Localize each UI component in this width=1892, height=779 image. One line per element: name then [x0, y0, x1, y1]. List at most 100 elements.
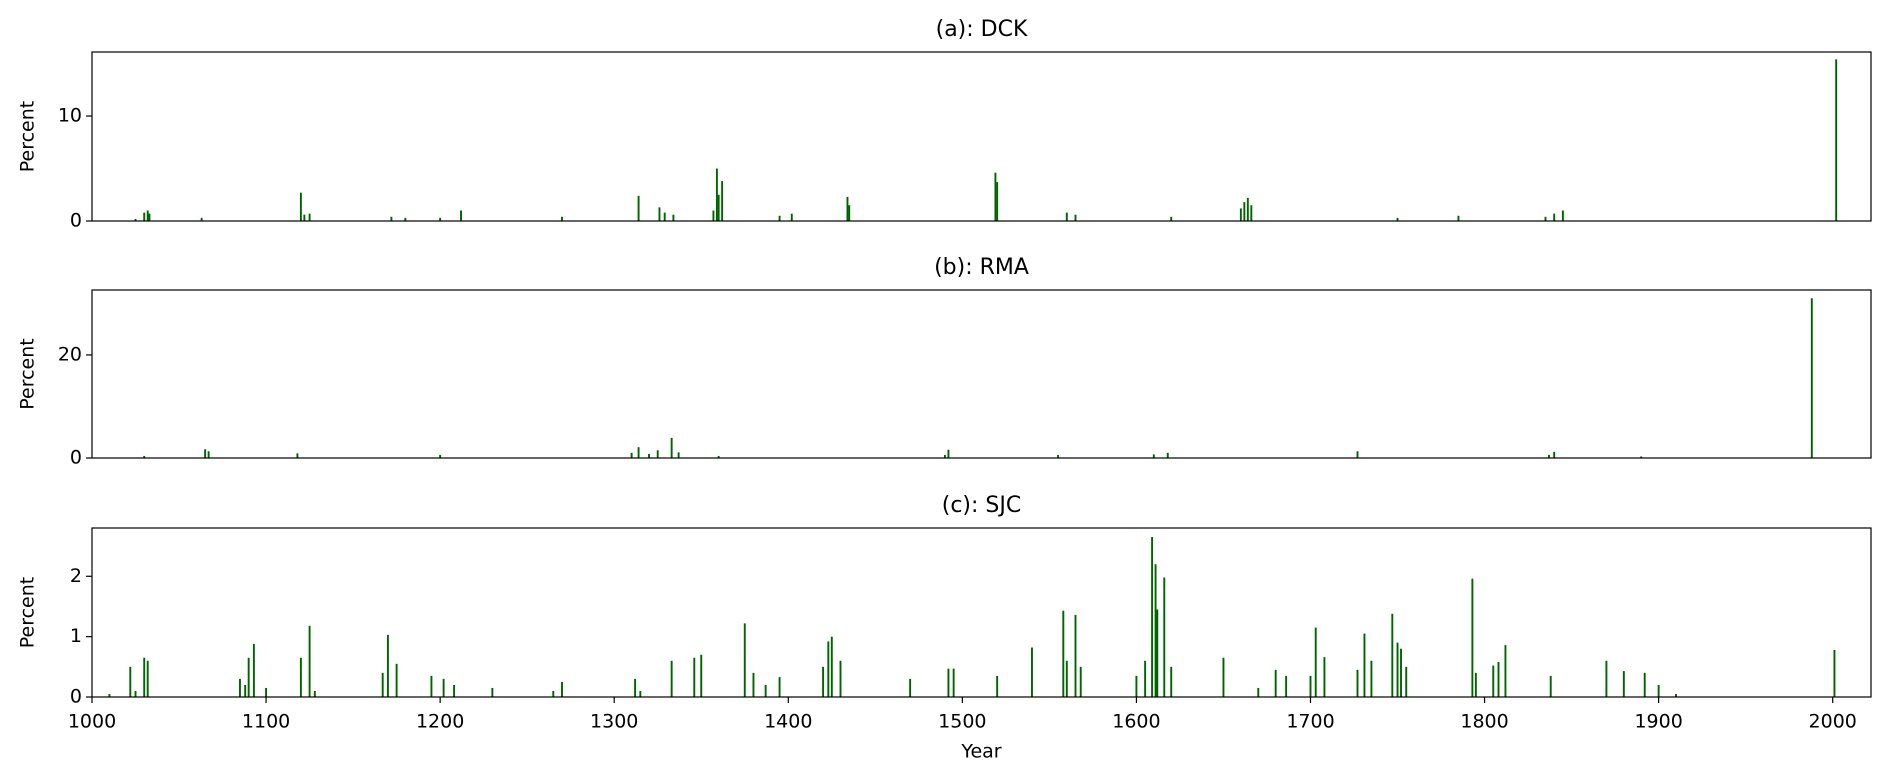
bar — [1243, 202, 1246, 221]
bar — [634, 678, 637, 697]
bar — [1151, 537, 1154, 697]
x-tick-label: 1600 — [1112, 711, 1160, 733]
bar — [313, 690, 316, 697]
bar — [1166, 452, 1169, 458]
bar — [1356, 451, 1359, 458]
y-tick-label: 10 — [58, 105, 82, 127]
bar — [1274, 669, 1277, 697]
bar — [1156, 609, 1159, 697]
bar — [658, 207, 661, 221]
y-axis-label: Percent — [17, 338, 39, 410]
panel-title: (c): SJC — [942, 493, 1021, 518]
bar — [670, 660, 673, 697]
bar — [1504, 645, 1507, 697]
bar — [1833, 649, 1836, 697]
bar — [1239, 208, 1242, 221]
bar — [717, 455, 720, 458]
bar — [430, 675, 433, 697]
x-tick-label: 1800 — [1460, 711, 1508, 733]
bar — [439, 454, 442, 458]
bar — [677, 452, 680, 458]
bar — [244, 684, 247, 697]
panel-title: (b): RMA — [934, 255, 1029, 280]
bar — [1314, 627, 1317, 697]
bar — [1057, 454, 1060, 458]
bar — [148, 213, 151, 221]
bar — [1548, 454, 1550, 458]
bar — [848, 205, 851, 221]
bar — [143, 455, 146, 458]
bar — [1640, 456, 1643, 458]
bar — [1553, 451, 1556, 458]
bar — [1457, 215, 1460, 221]
bar — [1065, 660, 1068, 697]
bar — [1257, 687, 1260, 697]
bar — [146, 660, 149, 697]
bar — [386, 634, 389, 697]
panel-title: (a): DCK — [936, 17, 1028, 42]
bar — [1400, 648, 1402, 697]
bar — [846, 196, 849, 221]
plot-frame — [91, 289, 1872, 459]
bar — [1657, 684, 1660, 697]
bar — [561, 216, 563, 221]
bar — [1031, 647, 1033, 697]
bar — [637, 447, 640, 458]
bar — [670, 437, 673, 458]
bar — [308, 213, 311, 221]
bar — [1144, 660, 1147, 697]
bar — [1643, 672, 1646, 697]
x-tick-label: 1700 — [1286, 711, 1334, 733]
y-tick-label: 0 — [70, 447, 82, 469]
bar — [299, 192, 302, 221]
bar — [200, 217, 203, 221]
bar — [146, 210, 149, 221]
bar — [672, 214, 675, 221]
bar — [996, 675, 999, 697]
bar — [1471, 578, 1474, 697]
bar — [1497, 661, 1500, 697]
bar — [1549, 675, 1552, 697]
bar — [909, 678, 912, 697]
bar — [1250, 205, 1253, 221]
bar — [778, 677, 781, 697]
bar — [204, 449, 207, 458]
bar — [947, 449, 950, 458]
bar — [1561, 210, 1564, 221]
bar — [827, 641, 830, 697]
bar — [108, 693, 111, 697]
bar — [1170, 216, 1173, 221]
bar — [134, 690, 137, 697]
bar — [994, 172, 997, 221]
bar — [778, 215, 781, 221]
bar — [1154, 564, 1157, 697]
bar — [996, 182, 999, 221]
bar — [239, 678, 241, 697]
bar — [1170, 666, 1173, 697]
x-tick-label: 1000 — [68, 711, 116, 733]
bar — [303, 214, 306, 221]
y-axis-label: Percent — [17, 577, 39, 649]
bar — [1135, 675, 1138, 697]
bar — [561, 681, 563, 697]
bar — [143, 212, 146, 221]
bar — [1356, 669, 1359, 697]
bar — [952, 668, 955, 697]
bar — [129, 666, 132, 697]
bar — [943, 454, 946, 458]
bar — [308, 625, 311, 697]
bar — [404, 217, 407, 221]
bar — [839, 660, 842, 697]
bar — [299, 657, 302, 697]
bar — [1309, 675, 1312, 697]
x-tick-label: 2000 — [1809, 711, 1857, 733]
bar — [1396, 642, 1399, 697]
bar — [717, 194, 720, 221]
bar — [439, 217, 442, 221]
bar — [1553, 213, 1556, 221]
bar — [491, 687, 494, 697]
bar — [822, 666, 825, 697]
bar — [381, 672, 384, 697]
bar — [700, 654, 703, 697]
y-axis-label: Percent — [17, 101, 39, 173]
